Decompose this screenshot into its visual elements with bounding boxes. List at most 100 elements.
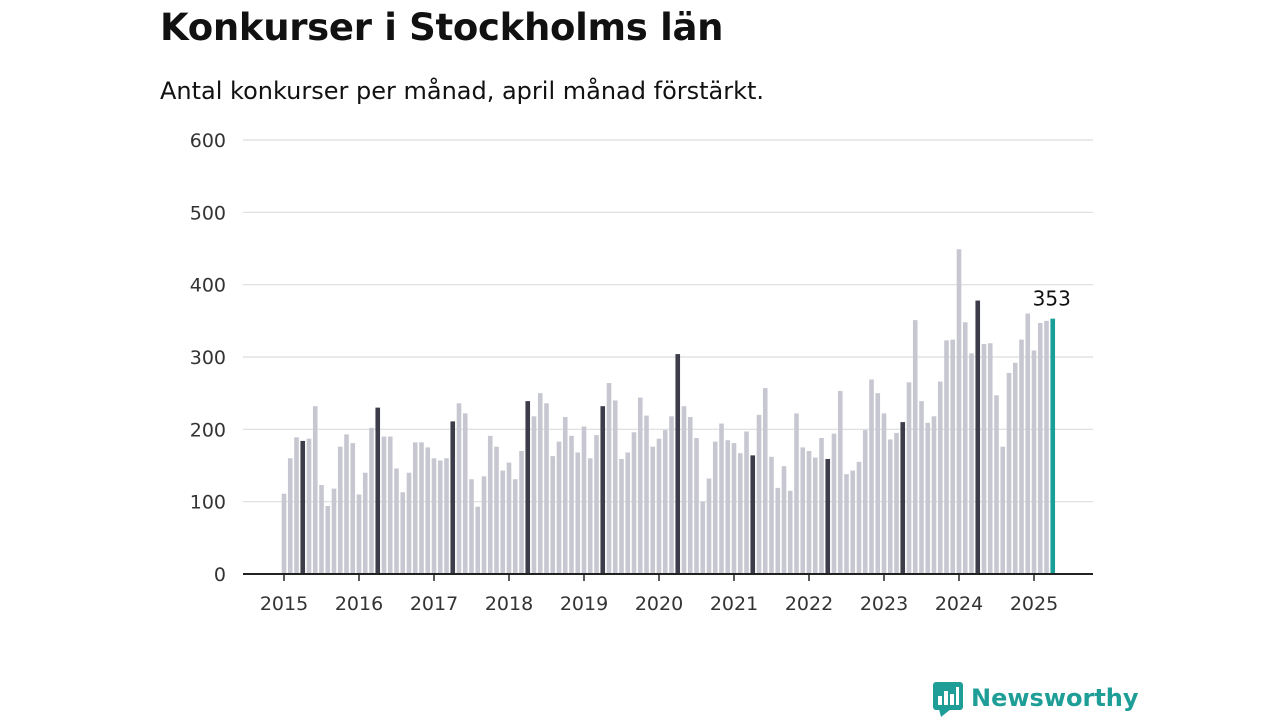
bar — [794, 413, 799, 574]
bar — [856, 461, 862, 574]
bar — [775, 487, 781, 574]
bar — [400, 492, 406, 574]
bar — [394, 468, 399, 574]
bar — [306, 438, 312, 574]
bar — [875, 393, 881, 574]
bar — [619, 458, 624, 574]
bar — [631, 432, 637, 574]
bar — [781, 466, 787, 574]
bar — [1044, 320, 1049, 574]
bar — [994, 395, 999, 574]
bar — [862, 430, 868, 574]
bar — [581, 426, 587, 574]
bar — [319, 485, 324, 574]
bar — [506, 462, 512, 574]
bar — [1025, 313, 1031, 574]
bar — [456, 403, 462, 574]
bar — [756, 414, 762, 574]
bar — [469, 479, 474, 574]
bar — [587, 458, 593, 574]
bar — [812, 457, 818, 574]
bar — [312, 406, 318, 574]
bar — [769, 456, 774, 574]
bar — [450, 421, 456, 574]
bar — [1000, 446, 1006, 574]
bar — [569, 435, 574, 574]
bar — [850, 470, 856, 574]
bar — [594, 435, 599, 574]
bar — [800, 447, 806, 574]
x-tick-label: 2016 — [335, 593, 383, 615]
bar — [537, 393, 543, 574]
bar — [950, 339, 956, 574]
bar — [725, 440, 731, 574]
bar — [981, 343, 987, 574]
bar — [325, 506, 331, 574]
bar — [656, 438, 662, 574]
bar — [344, 434, 349, 574]
bar — [475, 506, 481, 574]
x-tick-label: 2023 — [860, 593, 908, 615]
bar — [719, 423, 724, 574]
x-tick-label: 2015 — [260, 593, 308, 615]
bar — [481, 476, 487, 574]
bar — [1031, 350, 1037, 574]
bar — [562, 417, 568, 574]
bar — [750, 455, 756, 574]
bar — [606, 383, 612, 574]
bar — [444, 458, 449, 574]
bar — [1019, 339, 1024, 574]
bar — [419, 442, 424, 574]
bar — [287, 458, 293, 574]
y-tick-label: 400 — [190, 275, 226, 297]
bar — [494, 446, 499, 574]
bar — [294, 437, 299, 574]
y-tick-label: 300 — [190, 347, 226, 369]
bar — [519, 451, 524, 574]
bar — [512, 479, 518, 574]
bar — [831, 433, 837, 574]
bar — [931, 416, 937, 574]
x-tick-label: 2019 — [560, 593, 608, 615]
bar — [706, 478, 712, 574]
bar — [919, 401, 924, 574]
bar — [912, 320, 918, 574]
bar — [731, 443, 737, 574]
bar — [412, 442, 418, 574]
bar — [300, 440, 306, 574]
x-tick-label: 2025 — [1010, 593, 1058, 615]
x-tick-label: 2018 — [485, 593, 533, 615]
newsworthy-logo-icon — [933, 682, 963, 717]
bar — [662, 430, 668, 574]
bar — [575, 452, 581, 574]
bar — [437, 460, 443, 574]
bar — [381, 436, 387, 574]
bar — [762, 388, 768, 574]
bar — [1050, 318, 1056, 574]
bar — [1012, 362, 1018, 574]
bar — [500, 470, 506, 574]
bar — [881, 413, 887, 574]
bar — [925, 422, 931, 574]
chart-subtitle: Antal konkurser per månad, april månad f… — [160, 77, 765, 105]
bar — [787, 490, 793, 574]
bar — [650, 446, 656, 574]
chart-title: Konkurser i Stockholms län — [160, 6, 724, 49]
y-tick-label: 200 — [190, 419, 226, 441]
bar — [600, 406, 606, 574]
bar — [825, 458, 831, 574]
bar — [956, 249, 962, 574]
bar — [350, 443, 356, 574]
bar — [844, 474, 849, 574]
bar — [675, 354, 681, 574]
bar — [281, 493, 287, 574]
x-tick-label: 2022 — [785, 593, 833, 615]
bar — [712, 441, 718, 574]
bar — [987, 343, 993, 574]
newsworthy-logo-text: Newsworthy — [971, 684, 1139, 712]
bar — [744, 431, 749, 574]
bar — [975, 300, 981, 574]
y-tick-label: 0 — [214, 564, 226, 586]
bar — [937, 381, 943, 574]
